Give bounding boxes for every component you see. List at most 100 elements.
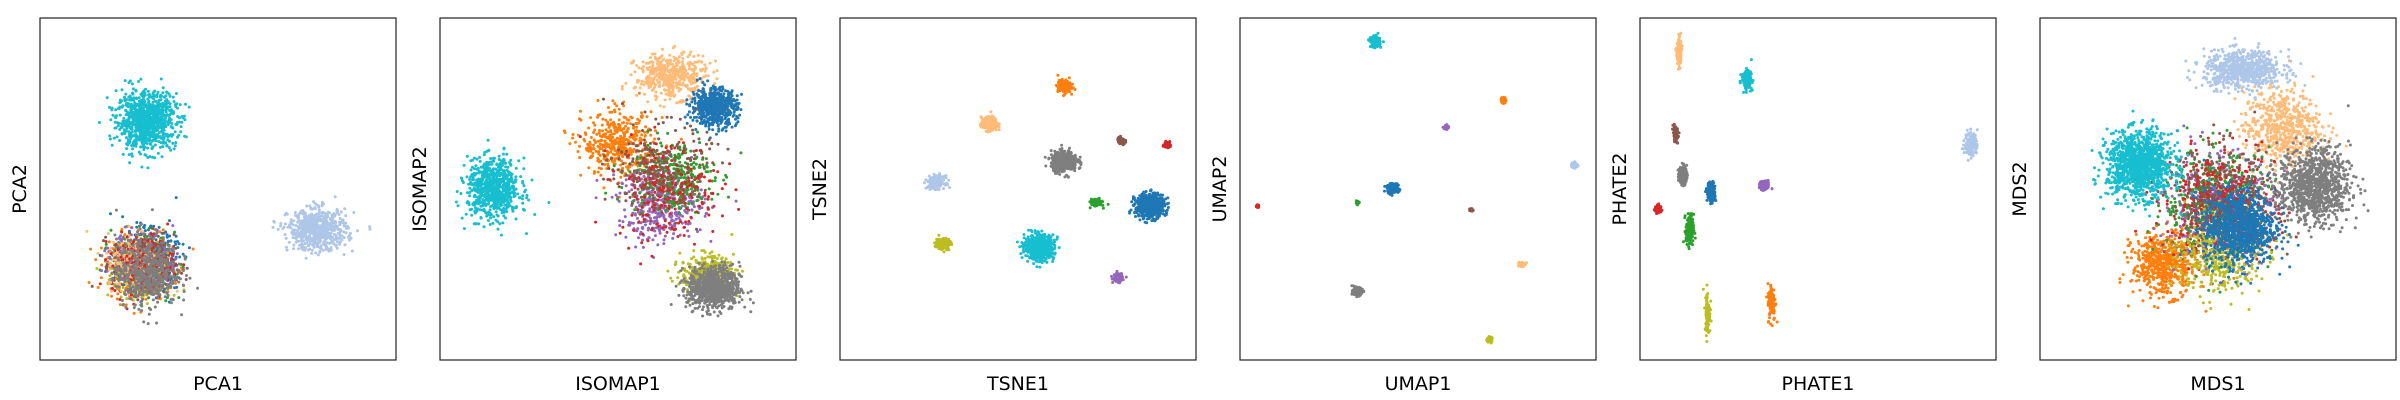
- data-point: [349, 236, 353, 240]
- data-point: [139, 145, 143, 149]
- data-point: [160, 94, 163, 98]
- data-point: [113, 120, 117, 124]
- data-point: [491, 221, 495, 225]
- data-point: [283, 213, 287, 217]
- data-point: [298, 219, 302, 223]
- data-point: [120, 299, 124, 302]
- data-point: [153, 135, 157, 139]
- data-point: [109, 228, 113, 232]
- data-point: [322, 202, 325, 206]
- data-point: [158, 247, 162, 251]
- data-point: [502, 171, 506, 174]
- data-point: [136, 298, 140, 302]
- data-point: [109, 212, 112, 216]
- data-point: [123, 124, 127, 128]
- data-point: [120, 230, 124, 234]
- data-point: [138, 246, 142, 250]
- data-point: [135, 109, 139, 113]
- data-point: [497, 165, 501, 169]
- data-point: [185, 266, 189, 270]
- data-point: [162, 137, 166, 141]
- data-point: [187, 246, 191, 250]
- data-point: [307, 244, 310, 248]
- data-point: [470, 213, 474, 217]
- data-point: [456, 204, 460, 208]
- data-point: [502, 193, 506, 197]
- data-point: [111, 113, 115, 117]
- data-point: [486, 219, 490, 222]
- data-point: [123, 247, 127, 251]
- data-point: [125, 288, 129, 292]
- data-point: [128, 131, 132, 135]
- data-point: [318, 250, 322, 254]
- data-point: [146, 322, 150, 326]
- data-point: [321, 248, 325, 252]
- data-point: [96, 286, 100, 289]
- data-point: [135, 285, 139, 289]
- data-point: [136, 128, 140, 132]
- data-point: [516, 192, 520, 196]
- data-point: [139, 222, 143, 226]
- data-point: [180, 313, 184, 317]
- data-point: [368, 225, 372, 229]
- data-point: [518, 196, 522, 200]
- data-point: [171, 95, 175, 99]
- data-point: [153, 305, 157, 309]
- data-point: [108, 257, 112, 261]
- data-point: [124, 305, 128, 309]
- data-point: [120, 125, 123, 129]
- data-point: [176, 115, 180, 118]
- data-point: [97, 121, 101, 124]
- data-point: [128, 248, 132, 252]
- data-point: [133, 101, 137, 105]
- data-point: [485, 214, 489, 218]
- data-point: [104, 235, 108, 239]
- data-point: [152, 232, 156, 236]
- data-point: [496, 227, 500, 231]
- data-point: [461, 181, 465, 184]
- data-point: [308, 231, 312, 235]
- data-point: [104, 258, 107, 262]
- data-point: [178, 103, 182, 107]
- data-point: [159, 283, 163, 287]
- data-point: [110, 294, 113, 298]
- data-point: [170, 134, 174, 138]
- data-point: [523, 190, 527, 194]
- data-point: [318, 235, 322, 239]
- data-point: [510, 177, 514, 181]
- data-point: [152, 129, 156, 133]
- data-point: [151, 258, 155, 261]
- data-point: [112, 253, 116, 257]
- data-point: [114, 89, 118, 93]
- data-point: [170, 282, 174, 285]
- data-point: [138, 241, 142, 245]
- data-point: [161, 118, 165, 122]
- data-point: [156, 282, 160, 286]
- data-point: [313, 224, 317, 228]
- data-point: [168, 139, 171, 143]
- data-point: [166, 100, 170, 104]
- data-point: [179, 130, 183, 134]
- data-point: [164, 94, 168, 98]
- data-point: [499, 203, 503, 207]
- data-point: [110, 271, 114, 275]
- data-point: [292, 219, 296, 223]
- data-point: [153, 275, 157, 279]
- data-point: [166, 285, 170, 289]
- data-point: [140, 106, 144, 110]
- data-point: [307, 238, 310, 242]
- data-point: [492, 215, 496, 219]
- data-point: [150, 139, 154, 143]
- data-point: [134, 88, 138, 92]
- data-point: [311, 242, 315, 246]
- data-point: [154, 284, 158, 288]
- data-point: [329, 246, 333, 250]
- data-point: [486, 138, 490, 142]
- data-point: [111, 264, 115, 268]
- data-point: [130, 293, 133, 297]
- data-point: [475, 157, 479, 161]
- data-point: [454, 200, 458, 204]
- data-point: [177, 242, 181, 246]
- data-point: [135, 262, 139, 266]
- data-point: [136, 244, 140, 248]
